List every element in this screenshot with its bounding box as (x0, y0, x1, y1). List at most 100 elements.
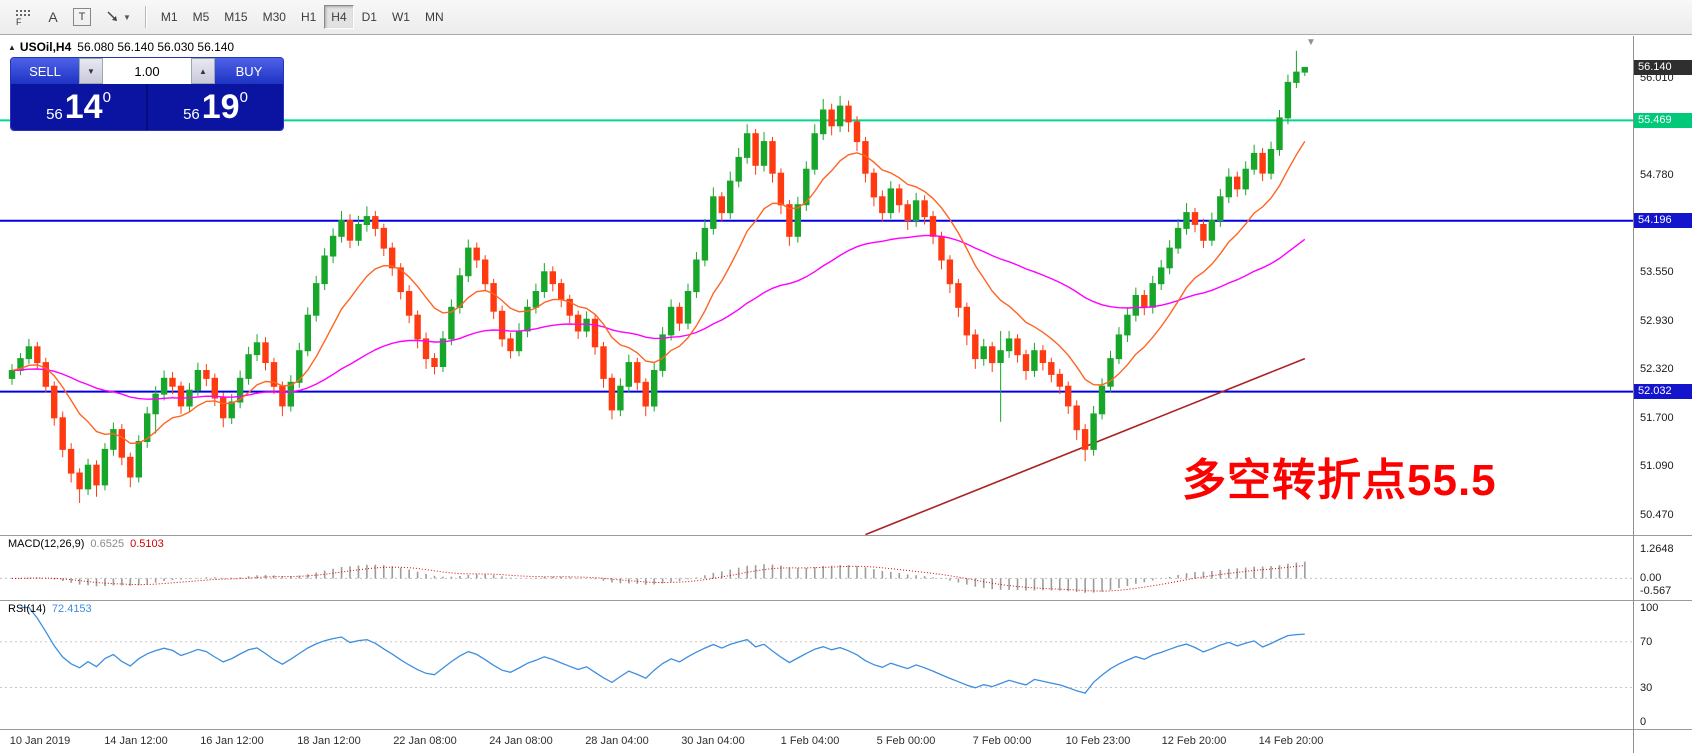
sell-button[interactable]: SELL (11, 58, 79, 84)
candle-up (1284, 81, 1292, 119)
candle-up (710, 196, 717, 229)
chart-title: ▲ USOil,H4 56.080 56.140 56.030 56.140 (8, 40, 234, 54)
candle-up (735, 156, 742, 182)
candle-down (769, 141, 776, 174)
candle-down (389, 247, 396, 269)
text-label-icon: A (48, 9, 58, 25)
candle-up (1115, 334, 1123, 360)
candle-up (304, 314, 312, 352)
buy-price[interactable]: 56 19 0 (148, 84, 283, 130)
macd-chart[interactable] (0, 536, 1692, 600)
candle-down (507, 338, 514, 352)
time-axis[interactable]: 10 Jan 2019 14 Jan 12:00 16 Jan 12:00 18 Ja… (0, 730, 1692, 753)
volume-input[interactable] (103, 58, 191, 84)
price-tag: 54.196 (1634, 213, 1692, 228)
candle-down (549, 271, 556, 285)
candle-down (93, 464, 100, 486)
candle-down (118, 429, 125, 458)
timeframe-mn[interactable]: MN (418, 5, 451, 29)
timeframe-w1[interactable]: W1 (385, 5, 417, 29)
candle-up (84, 464, 92, 490)
candle-down (752, 133, 759, 166)
candle-down (42, 362, 49, 387)
candle-down (853, 121, 861, 143)
rsi-chart[interactable] (0, 601, 1692, 729)
time-axis-label: 1 Feb 04:00 (780, 735, 840, 747)
candle-down (76, 472, 83, 490)
candle-up (152, 393, 159, 415)
collapse-triangle-icon[interactable]: ▲ (8, 43, 16, 52)
text-label-tool-button[interactable]: A (40, 3, 66, 31)
ema-fast-line (11, 141, 1306, 445)
chart-shift-marker-icon[interactable]: ▼ (1306, 37, 1316, 48)
candle-up (253, 342, 261, 356)
timeframe-m5[interactable]: M5 (186, 5, 217, 29)
candle-down (1065, 385, 1072, 407)
candle-up (296, 350, 303, 383)
candle-down (482, 259, 489, 285)
candle-up (160, 377, 168, 395)
candle-down (1200, 224, 1207, 241)
candle-down (203, 370, 210, 379)
candle-up (1132, 295, 1139, 316)
candle-up (439, 338, 447, 367)
candle-down (177, 385, 185, 407)
buy-button[interactable]: BUY (215, 58, 283, 84)
panel-separator[interactable] (0, 729, 1692, 730)
candle-down (896, 188, 903, 206)
buy-price-pips: 19 (201, 88, 240, 126)
candlestick-chart[interactable] (0, 36, 1692, 535)
time-axis-label: 28 Jan 04:00 (585, 735, 649, 747)
candle-up (1098, 385, 1106, 415)
candle-up (532, 291, 540, 308)
timeframe-h1[interactable]: H1 (294, 5, 323, 29)
price-tag: 55.469 (1634, 113, 1692, 128)
panel-separator[interactable] (0, 535, 1692, 536)
candle-down (870, 172, 878, 198)
timeframe-m15[interactable]: M15 (217, 5, 254, 29)
price-tag: 56.140 (1634, 60, 1692, 75)
volume-increase-button[interactable]: ▲ (191, 58, 215, 84)
volume-dropdown-button[interactable]: ▼ (79, 58, 103, 84)
candle-up (228, 401, 235, 419)
candle-down (169, 377, 176, 387)
timeframe-m1[interactable]: M1 (154, 5, 185, 29)
rsi-name: RSI(14) (8, 603, 46, 615)
grid-dots-icon: F (16, 10, 30, 27)
arrow-tool-button[interactable]: ▼ (98, 3, 138, 31)
indicator-list-icon[interactable]: F (6, 3, 40, 31)
candle-up (1107, 358, 1114, 387)
candle-down (405, 291, 413, 316)
timeframe-m30[interactable]: M30 (256, 5, 293, 29)
candle-up (1293, 71, 1300, 83)
sell-price-point: 0 (102, 89, 111, 106)
candle-up (667, 306, 675, 336)
candle-up (1174, 227, 1182, 249)
candle-down (591, 318, 599, 348)
candle-up (836, 105, 844, 127)
candle-up (1149, 283, 1156, 308)
price-divider (146, 84, 148, 130)
candle-down (777, 172, 785, 206)
main-chart-panel: ▲ USOil,H4 56.080 56.140 56.030 56.140 ▼ S… (0, 36, 1692, 535)
time-axis-label: 24 Jan 08:00 (489, 735, 553, 747)
candle-down (431, 358, 438, 368)
candle-down (422, 338, 430, 360)
candle-down (498, 310, 506, 340)
candle-up (110, 429, 117, 450)
panel-separator[interactable] (0, 600, 1692, 601)
candle-up (1217, 196, 1224, 222)
sell-price[interactable]: 56 14 0 (11, 84, 146, 130)
macd-name: MACD(12,26,9) (8, 538, 85, 550)
chevron-down-icon: ▼ (123, 12, 131, 22)
candle-up (803, 168, 810, 206)
timeframe-d1[interactable]: D1 (355, 5, 384, 29)
candle-down (270, 362, 278, 387)
candle-up (794, 204, 801, 237)
candle-up (1301, 66, 1308, 73)
text-tool-button[interactable]: T (66, 3, 98, 31)
candle-up (743, 133, 751, 158)
timeframe-h4[interactable]: H4 (324, 5, 354, 29)
price-tag: 52.032 (1634, 384, 1692, 399)
sell-price-pips: 14 (64, 88, 103, 126)
